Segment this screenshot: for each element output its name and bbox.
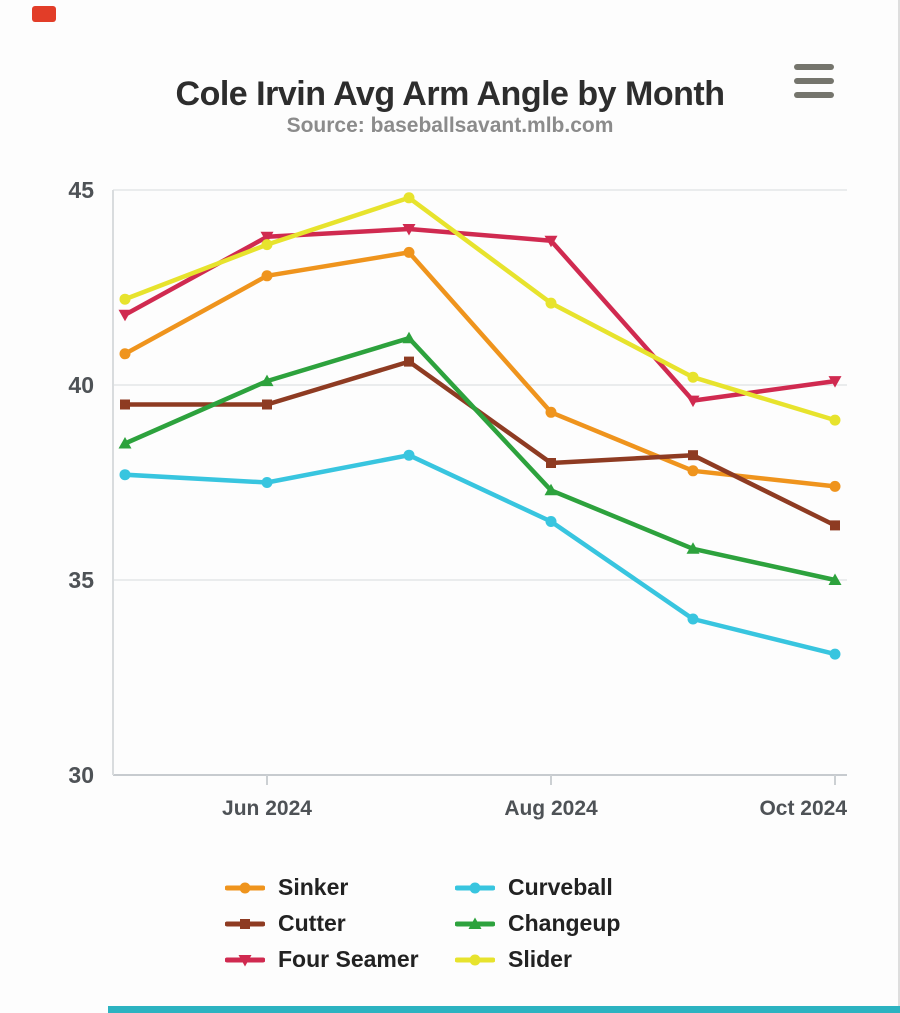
data-point-marker[interactable] bbox=[687, 371, 699, 383]
data-point-marker[interactable] bbox=[240, 918, 250, 929]
sinker-marker-icon bbox=[225, 879, 265, 897]
data-point-marker[interactable] bbox=[546, 458, 556, 468]
hamburger-menu-icon[interactable] bbox=[794, 64, 834, 98]
legend-label: Slider bbox=[508, 946, 572, 972]
changeup-marker-icon bbox=[455, 915, 495, 933]
data-point-marker[interactable] bbox=[260, 231, 274, 244]
data-point-marker[interactable] bbox=[469, 954, 481, 965]
data-point-marker[interactable] bbox=[686, 395, 700, 408]
legend-label: Four Seamer bbox=[278, 946, 419, 972]
y-axis-tick-label: 40 bbox=[68, 372, 94, 398]
legend-marker-glyph bbox=[455, 954, 495, 965]
data-point-marker[interactable] bbox=[118, 309, 132, 322]
legend-marker-glyph bbox=[455, 882, 495, 893]
data-point-marker[interactable] bbox=[403, 449, 415, 461]
data-point-marker[interactable] bbox=[830, 520, 840, 531]
data-point-marker[interactable] bbox=[238, 954, 252, 967]
data-point-marker[interactable] bbox=[402, 331, 416, 344]
series-line-changeup[interactable] bbox=[122, 335, 838, 583]
y-axis-tick-label: 35 bbox=[68, 567, 94, 593]
legend: Sinker Curveball Cutter Changeup Four Se… bbox=[0, 874, 900, 973]
data-point-marker[interactable] bbox=[828, 573, 842, 586]
legend-label: Curveball bbox=[508, 874, 613, 900]
data-point-marker[interactable] bbox=[261, 239, 273, 251]
data-point-marker[interactable] bbox=[119, 293, 131, 305]
legend-marker-glyph bbox=[225, 954, 265, 967]
slider-marker-icon bbox=[455, 951, 495, 969]
chart-title: Cole Irvin Avg Arm Angle by Month bbox=[175, 74, 725, 113]
data-point-marker[interactable] bbox=[544, 235, 558, 248]
data-point-marker[interactable] bbox=[261, 477, 273, 488]
data-point-marker[interactable] bbox=[403, 246, 415, 258]
data-point-marker[interactable] bbox=[829, 648, 841, 660]
data-point-marker[interactable] bbox=[402, 224, 416, 236]
data-point-marker[interactable] bbox=[829, 414, 841, 426]
data-point-marker[interactable] bbox=[545, 516, 557, 527]
right-edge-divider bbox=[898, 0, 900, 1013]
legend-marker-glyph bbox=[225, 882, 265, 893]
data-point-marker[interactable] bbox=[829, 480, 841, 492]
x-axis-tick-label: Jun 2024 bbox=[222, 797, 312, 820]
bottom-accent-bar bbox=[108, 1006, 900, 1013]
data-point-marker[interactable] bbox=[828, 376, 842, 388]
legend-label: Sinker bbox=[278, 874, 349, 900]
data-point-marker[interactable] bbox=[468, 917, 482, 929]
hamburger-bar bbox=[794, 92, 834, 98]
data-point-marker[interactable] bbox=[688, 450, 698, 461]
data-point-marker[interactable] bbox=[404, 356, 414, 367]
legend-label: Changeup bbox=[508, 910, 621, 936]
legend-item-four-seamer[interactable]: Four Seamer bbox=[225, 946, 455, 973]
legend-marker-glyph bbox=[225, 918, 265, 929]
x-axis-tick-label: Aug 2024 bbox=[504, 797, 598, 820]
data-point-marker[interactable] bbox=[239, 882, 251, 893]
data-point-marker[interactable] bbox=[403, 192, 415, 204]
data-point-marker[interactable] bbox=[119, 469, 131, 481]
legend-marker-glyph bbox=[455, 917, 495, 929]
legend-item-changeup[interactable]: Changeup bbox=[455, 910, 675, 937]
series-line-slider[interactable] bbox=[122, 195, 838, 423]
data-point-marker[interactable] bbox=[687, 613, 699, 625]
x-axis-tick-label: Oct 2024 bbox=[759, 797, 847, 820]
data-point-marker[interactable] bbox=[545, 297, 557, 309]
y-axis-tick-label: 30 bbox=[68, 762, 94, 788]
data-point-marker[interactable] bbox=[262, 399, 272, 410]
curveball-marker-icon bbox=[455, 879, 495, 897]
hamburger-bar bbox=[794, 64, 834, 70]
red-marker bbox=[32, 6, 56, 22]
data-point-marker[interactable] bbox=[118, 437, 132, 449]
series-line-sinker[interactable] bbox=[122, 250, 838, 489]
legend-item-sinker[interactable]: Sinker bbox=[225, 874, 455, 901]
data-point-marker[interactable] bbox=[469, 882, 481, 893]
series-line-four-seamer[interactable] bbox=[122, 226, 838, 403]
four-seamer-marker-icon bbox=[225, 951, 265, 969]
data-point-marker[interactable] bbox=[687, 465, 699, 477]
data-point-marker[interactable] bbox=[545, 406, 557, 418]
legend-item-curveball[interactable]: Curveball bbox=[455, 874, 675, 901]
data-point-marker[interactable] bbox=[120, 399, 130, 410]
data-point-marker[interactable] bbox=[261, 270, 273, 282]
hamburger-bar bbox=[794, 78, 834, 84]
legend-label: Cutter bbox=[278, 910, 346, 936]
chart-subtitle: Source: baseballsavant.mlb.com bbox=[286, 114, 614, 137]
data-point-marker[interactable] bbox=[260, 374, 274, 387]
data-point-marker[interactable] bbox=[544, 483, 558, 496]
data-point-marker[interactable] bbox=[686, 542, 700, 554]
legend-item-cutter[interactable]: Cutter bbox=[225, 910, 455, 937]
data-point-marker[interactable] bbox=[119, 348, 131, 360]
series-line-curveball[interactable] bbox=[122, 452, 838, 657]
y-axis-tick-label: 45 bbox=[68, 177, 94, 203]
legend-item-slider[interactable]: Slider bbox=[455, 946, 675, 973]
cutter-marker-icon bbox=[225, 915, 265, 933]
